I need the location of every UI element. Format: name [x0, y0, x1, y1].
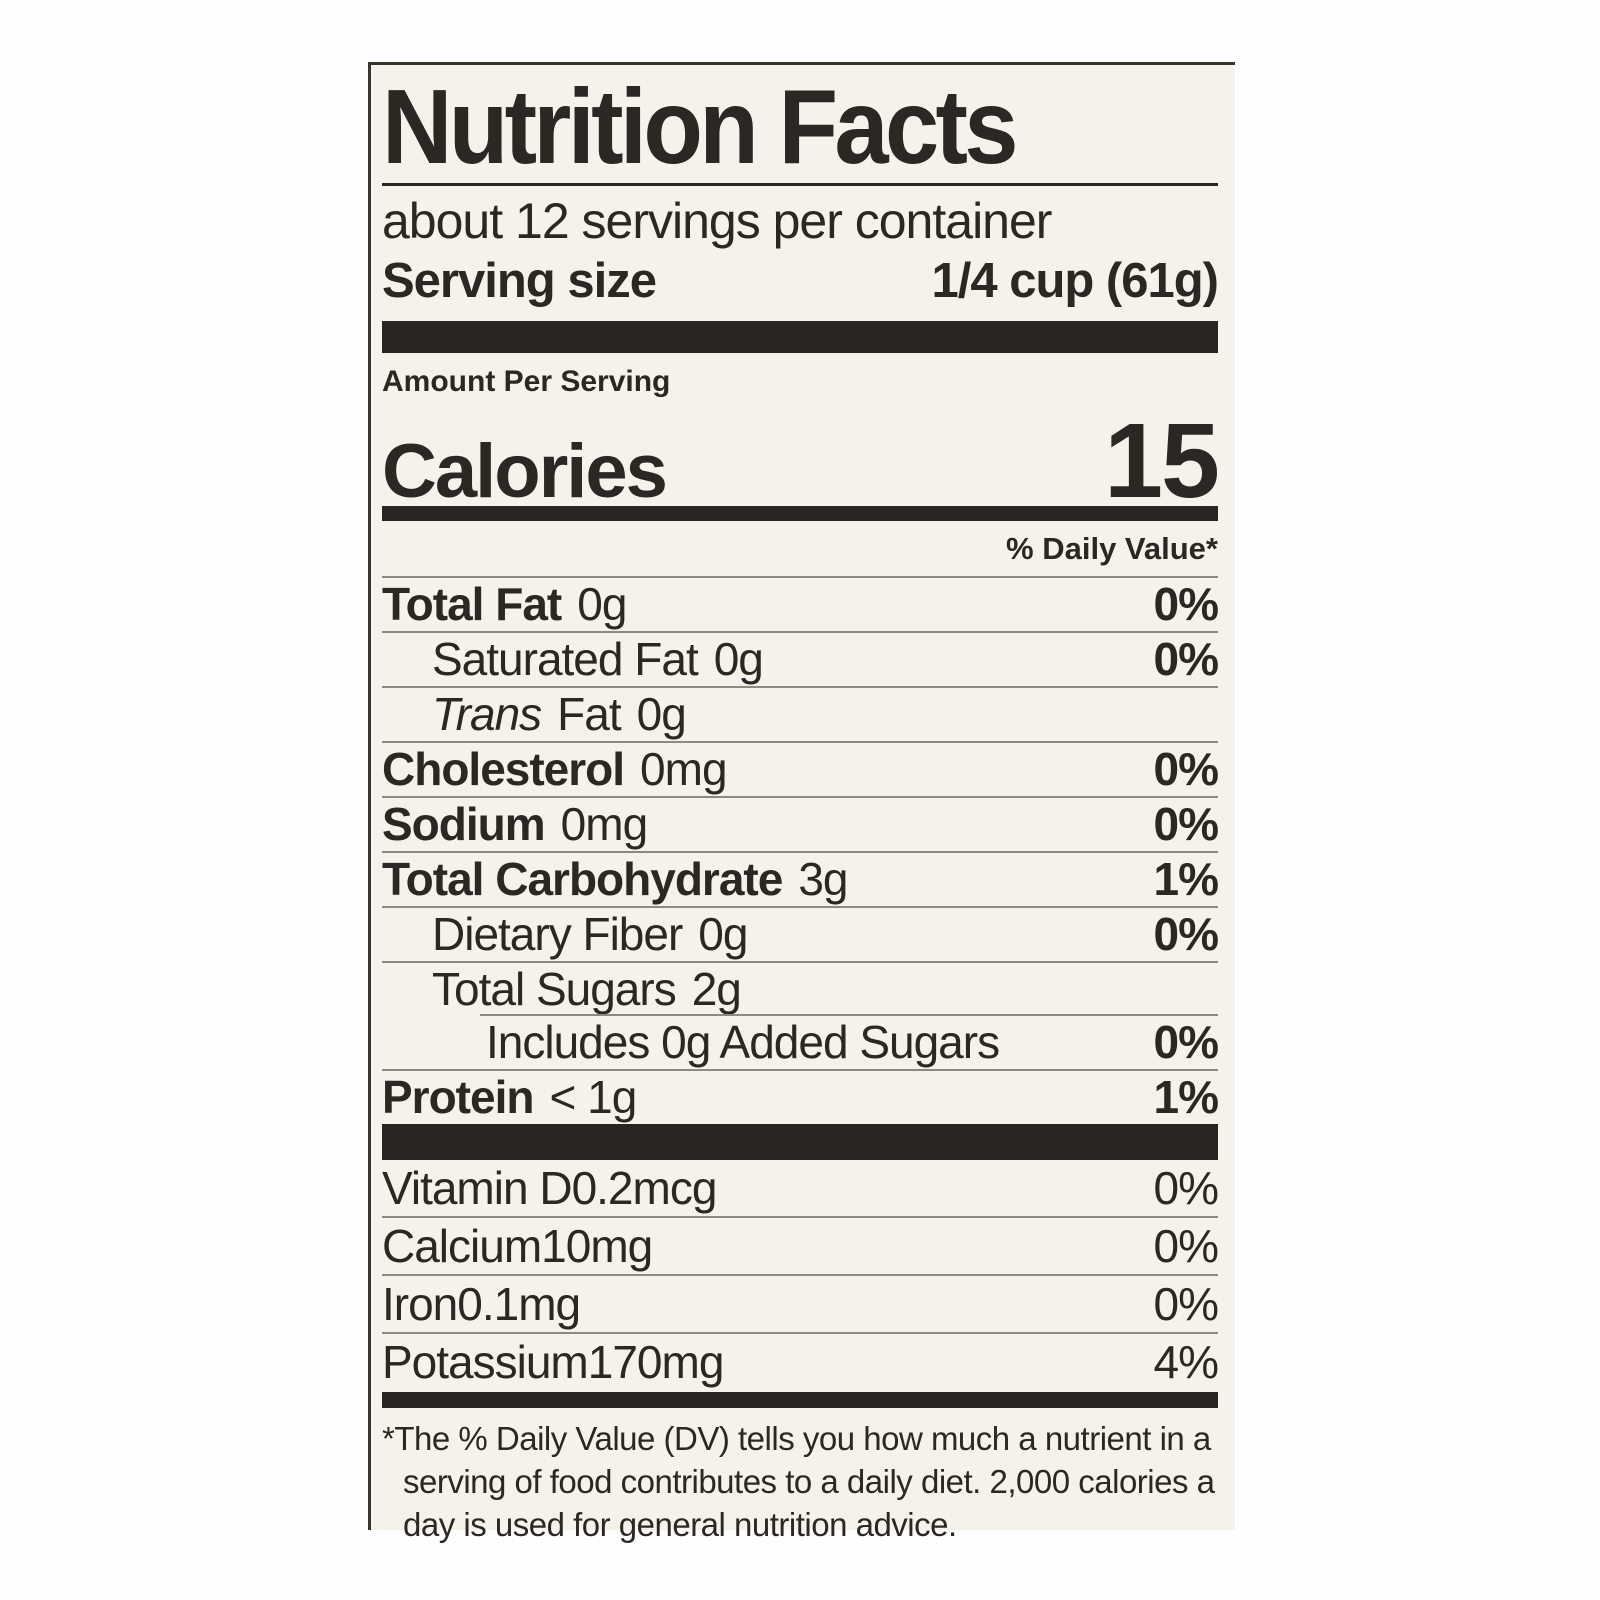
vitamin-dv: 4%: [1153, 1335, 1219, 1388]
daily-value-footnote: *The % Daily Value (DV) tells you how mu…: [382, 1417, 1218, 1546]
nutrient-dv: 0%: [1153, 798, 1219, 851]
label-title: Nutrition Facts: [382, 68, 1019, 186]
calories-label: Calories: [382, 428, 668, 514]
footnote-line: day is used for general nutrition advice…: [403, 1505, 957, 1543]
vitamin-dv: 0%: [1153, 1277, 1219, 1330]
vitamin-amount: 170mg: [587, 1335, 725, 1388]
nutrient-dv: 0%: [1153, 743, 1219, 796]
nutrient-dv: 0%: [1153, 578, 1219, 631]
serving-size-label: Serving size: [382, 253, 657, 308]
nutrient-row-protein: Protein < 1g 1%: [382, 1068, 1219, 1124]
vitamin-amount: 10mg: [541, 1219, 653, 1272]
nutrient-name: Total Carbohydrate: [382, 853, 783, 906]
nutrient-row-total-sugars: Total Sugars 2g: [382, 960, 1218, 1016]
nutrient-dv: 0%: [1153, 633, 1219, 686]
vitamin-rows: Vitamin D0.2mcg 0% Calcium10mg 0% Iron0.…: [382, 1160, 1219, 1390]
vitamin-name: Vitamin D: [382, 1161, 573, 1214]
vitamin-name: Iron: [382, 1277, 458, 1330]
nutrient-amount: 0g: [698, 908, 748, 961]
nutrient-row-cholesterol: Cholesterol 0mg 0%: [382, 740, 1219, 796]
nutrient-name: Total Fat: [382, 578, 562, 631]
nutrient-name: Dietary Fiber: [432, 908, 683, 961]
vitamin-amount: 0.1mg: [457, 1277, 581, 1330]
footnote-line: *The % Daily Value (DV) tells you how mu…: [382, 1419, 1211, 1457]
nutrient-amount: 0mg: [640, 743, 727, 796]
nutrient-rows: Total Fat 0g 0% Saturated Fat 0g 0% Trans F…: [382, 575, 1219, 1124]
nutrient-name: Saturated Fat: [432, 633, 699, 686]
servings-per-container: about 12 servings per container: [382, 192, 1052, 249]
vitamin-amount: 0.2mcg: [571, 1161, 718, 1214]
nutrient-amount: 0g: [577, 578, 627, 631]
footnote-line: serving of food contributes to a daily d…: [403, 1462, 1215, 1500]
nutrient-row-trans-fat: Trans Fat 0g: [382, 685, 1218, 741]
nutrient-dv: 1%: [1153, 853, 1219, 906]
vitamin-name: Calcium: [382, 1219, 542, 1272]
nutrient-row-total-fat: Total Fat 0g 0%: [382, 575, 1219, 631]
vitamin-dv: 0%: [1153, 1161, 1219, 1214]
calories-value: 15: [1104, 401, 1220, 520]
serving-size-row: Serving size 1/4 cup (61g): [382, 253, 1219, 309]
nutrient-name: Includes 0g Added Sugars: [486, 1016, 1000, 1069]
calories-row: Calories 15: [382, 401, 1220, 520]
nutrient-name-italic: Trans: [432, 688, 542, 741]
nutrient-row-added-sugars: Includes 0g Added Sugars 0%: [382, 1013, 1219, 1069]
nutrition-facts-label: Nutrition Facts about 12 servings per co…: [368, 62, 1235, 1543]
daily-value-header: % Daily Value*: [1006, 530, 1218, 566]
vitamin-row-iron: Iron0.1mg 0%: [382, 1273, 1219, 1332]
nutrient-name: Total Sugars: [432, 963, 677, 1016]
vitamin-row-calcium: Calcium10mg 0%: [382, 1215, 1219, 1274]
vitamin-row-vitamin-d: Vitamin D0.2mcg 0%: [382, 1160, 1219, 1216]
nutrient-amount: 2g: [691, 963, 742, 1016]
medium-divider-bar: [382, 1391, 1218, 1408]
nutrient-dv: 0%: [1153, 1016, 1219, 1069]
thick-divider-bar: [382, 320, 1218, 353]
title-divider: [382, 182, 1218, 186]
medium-divider-bar: [382, 505, 1218, 521]
nutrient-amount: 0mg: [560, 798, 648, 851]
nutrient-dv: 1%: [1153, 1071, 1219, 1124]
nutrient-name: Protein: [382, 1071, 534, 1124]
nutrient-amount: 0g: [636, 688, 687, 741]
vitamin-name: Potassium: [382, 1335, 589, 1388]
nutrient-name: Fat: [557, 688, 621, 741]
nutrient-row-sodium: Sodium 0mg 0%: [382, 795, 1219, 851]
vitamin-dv: 0%: [1153, 1219, 1219, 1272]
serving-size-value: 1/4 cup (61g): [931, 253, 1219, 308]
nutrient-row-dietary-fiber: Dietary Fiber 0g 0%: [382, 905, 1219, 961]
nutrient-row-total-carbohydrate: Total Carbohydrate 3g 1%: [382, 850, 1219, 906]
nutrient-name: Sodium: [382, 798, 546, 851]
nutrient-amount: 0g: [713, 633, 764, 686]
nutrient-amount: 3g: [798, 853, 848, 906]
thick-divider-bar: [382, 1123, 1218, 1160]
nutrient-row-saturated-fat: Saturated Fat 0g 0%: [382, 630, 1219, 686]
amount-per-serving-label: Amount Per Serving: [382, 364, 671, 398]
nutrient-amount: < 1g: [549, 1071, 637, 1124]
vitamin-row-potassium: Potassium170mg 4%: [382, 1331, 1219, 1390]
nutrient-name: Cholesterol: [382, 743, 625, 796]
nutrient-dv: 0%: [1153, 908, 1219, 961]
